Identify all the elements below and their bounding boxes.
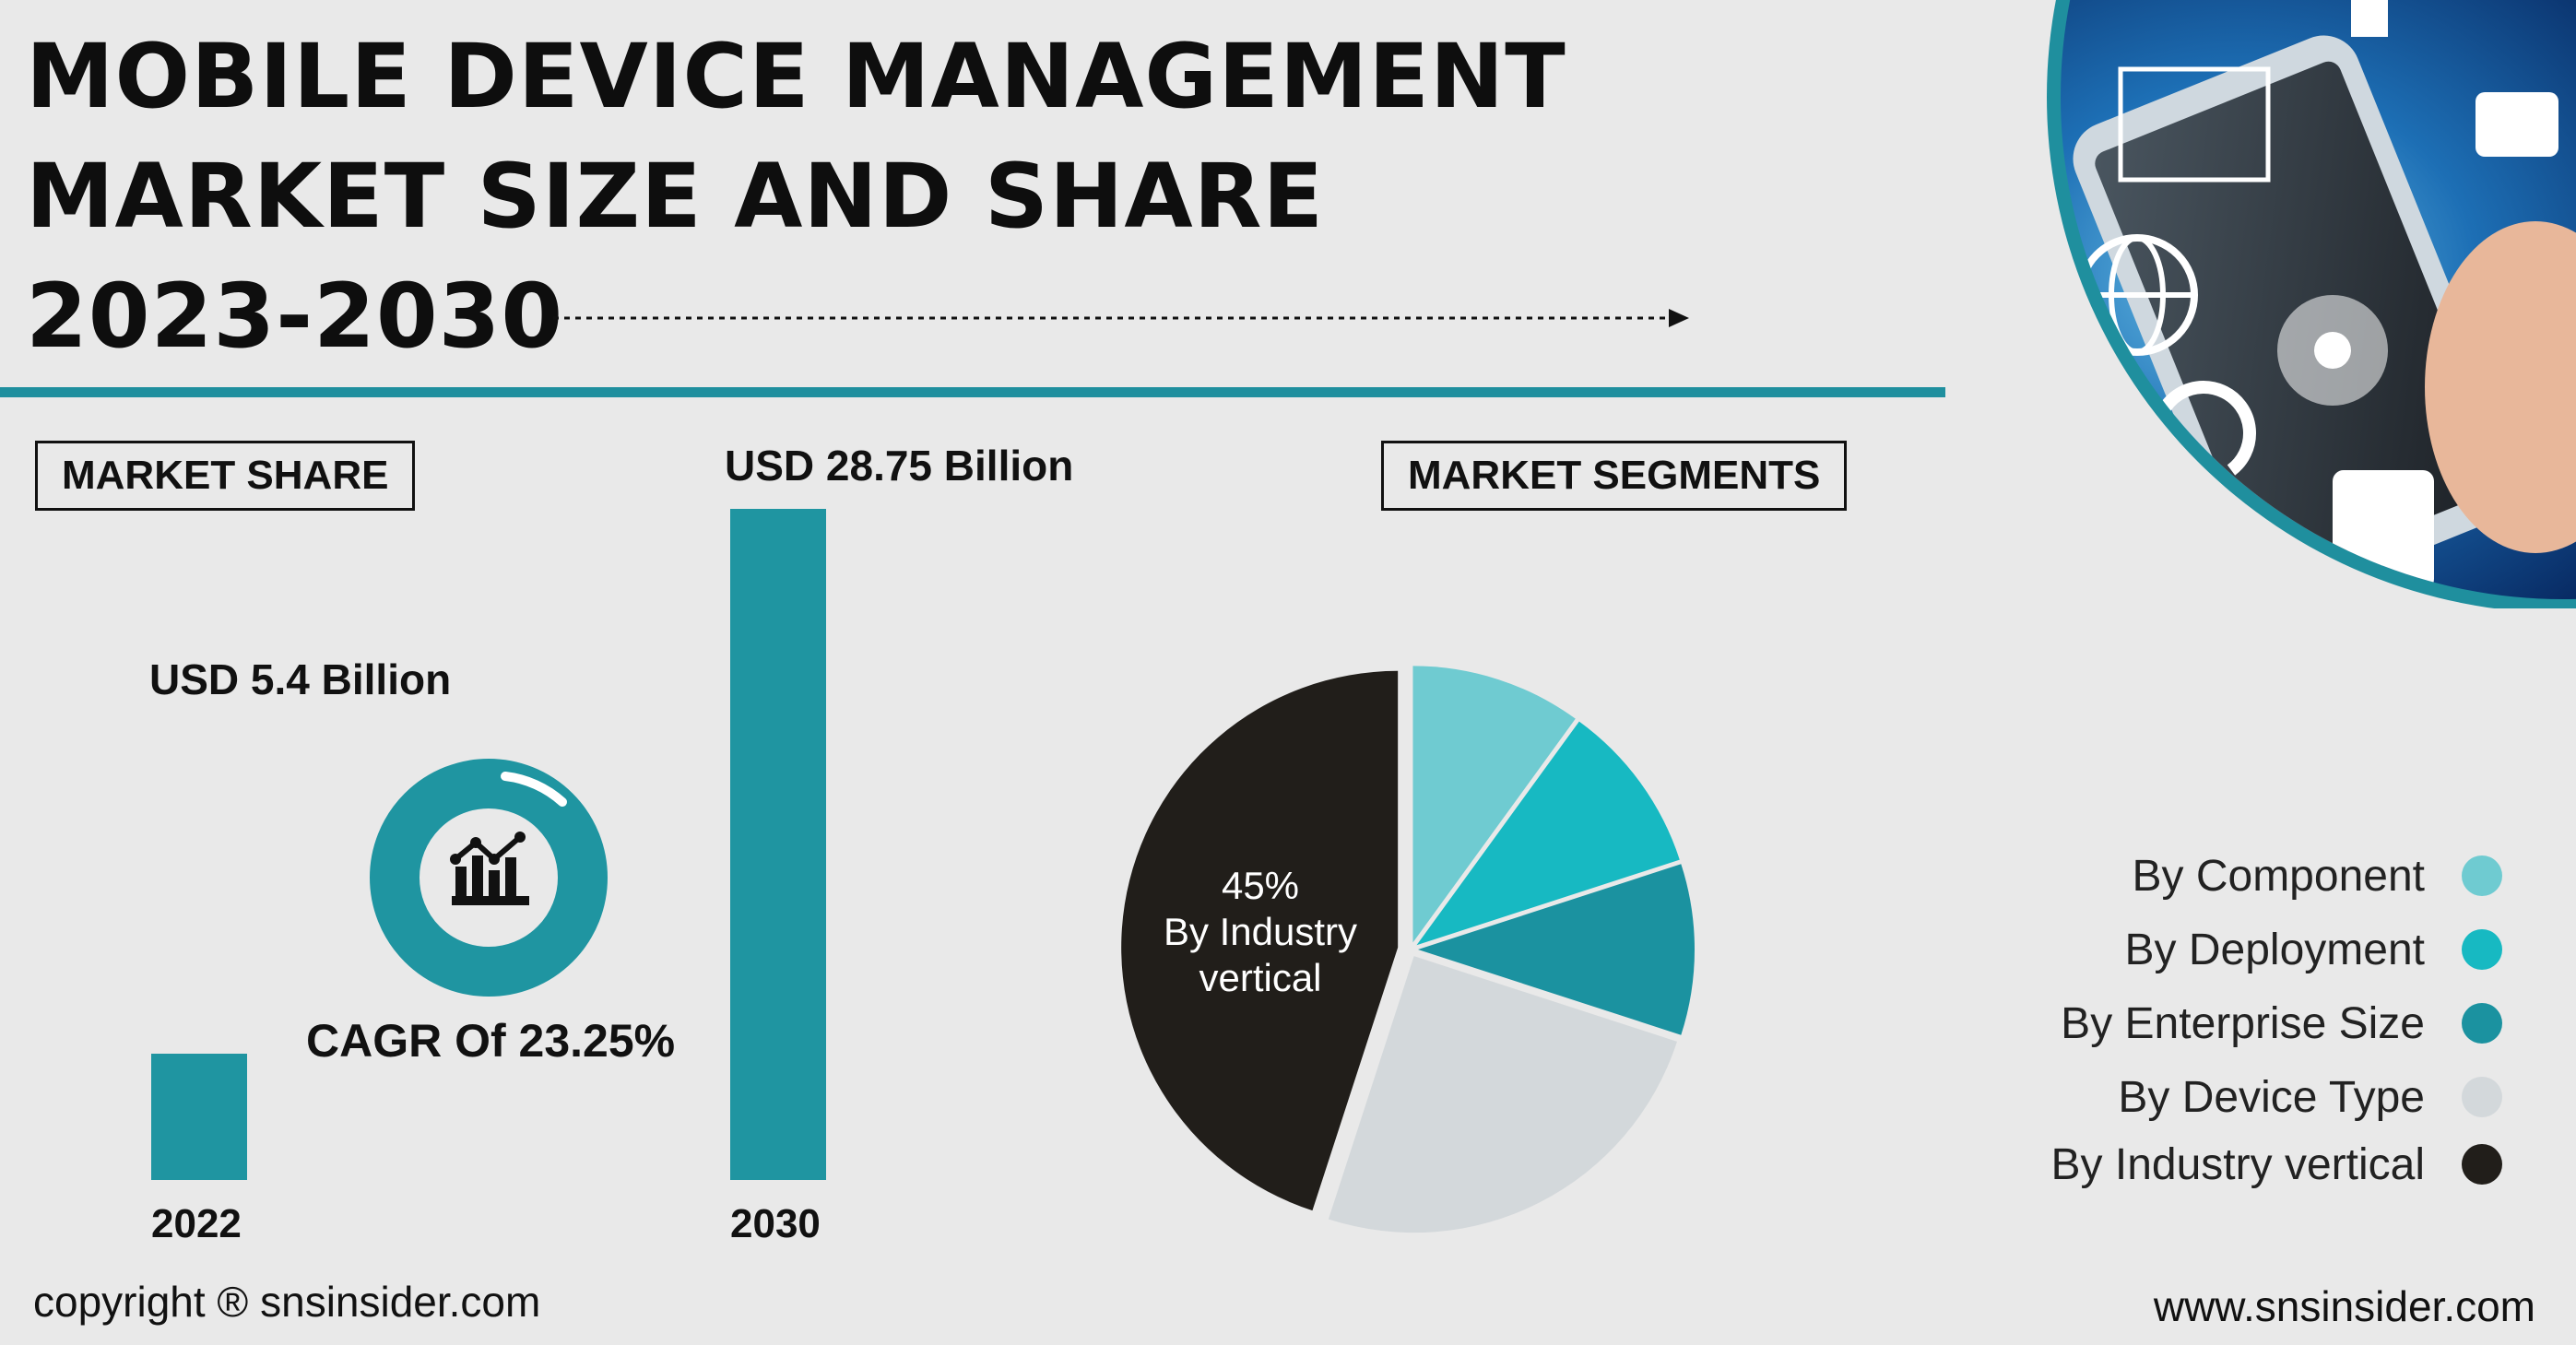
bar-year-label-2022: 2022 [151, 1201, 242, 1246]
pie-slice-by-component [1412, 666, 1576, 943]
legend-label: By Device Type [2118, 1072, 2425, 1122]
legend-swatch [2462, 1003, 2502, 1044]
legend-swatch [2462, 929, 2502, 970]
pie-slice-by-deployment [1416, 721, 1680, 946]
legend-label: By Enterprise Size [2061, 998, 2425, 1048]
pie-slice-by-device-type [1328, 956, 1677, 1233]
bar-2030 [730, 509, 826, 1180]
legend-item: By Device Type [2118, 1069, 2502, 1125]
legend-item: By Enterprise Size [2061, 996, 2502, 1051]
title-line-2: MARKET SIZE AND SHARE [26, 145, 1325, 248]
legend-swatch [2462, 855, 2502, 896]
pie-annotation: 45% By Industry vertical [1136, 863, 1385, 1001]
copyright-text: copyright ® snsinsider.com [33, 1278, 541, 1326]
page-title: MOBILE DEVICE MANAGEMENT MARKET SIZE AND… [26, 17, 1566, 376]
market-segments-label: MARKET SEGMENTS [1381, 441, 1848, 511]
legend-item: By Industry vertical [2051, 1137, 2502, 1192]
pie-annotation-percent: 45% [1221, 864, 1300, 907]
title-line-1: MOBILE DEVICE MANAGEMENT [26, 25, 1566, 128]
hero-image [2047, 0, 2576, 608]
market-share-label: MARKET SHARE [35, 441, 416, 511]
pie-annotation-line2: vertical [1199, 956, 1322, 999]
segments-pie-chart [1121, 666, 1695, 1233]
bar-2022 [151, 1054, 247, 1180]
bar-value-label-2022: USD 5.4 Billion [149, 655, 452, 703]
legend-item: By Component [2132, 848, 2502, 903]
cagr-label: CAGR Of 23.25% [306, 1015, 676, 1067]
bar-value-label-2030: USD 28.75 Billion [725, 442, 1074, 490]
legend-swatch [2462, 1077, 2502, 1117]
pie-slice-by-industry-vertical [1121, 670, 1399, 1211]
legend-item: By Deployment [2125, 922, 2502, 977]
dotted-arrow [553, 309, 1689, 327]
pie-annotation-line1: By Industry [1163, 910, 1358, 953]
legend-swatch [2462, 1144, 2502, 1185]
legend-label: By Industry vertical [2050, 1139, 2425, 1189]
legend-label: By Deployment [2124, 925, 2425, 974]
bar-year-label-2030: 2030 [730, 1201, 821, 1246]
growth-chart-icon [370, 759, 608, 997]
title-line-3: 2023-2030 [26, 265, 564, 368]
website-text: www.snsinsider.com [2153, 1282, 2535, 1330]
header-divider [0, 387, 1945, 397]
legend-label: By Component [2132, 851, 2425, 901]
pie-slice-by-enterprise-size [1418, 864, 1695, 1035]
